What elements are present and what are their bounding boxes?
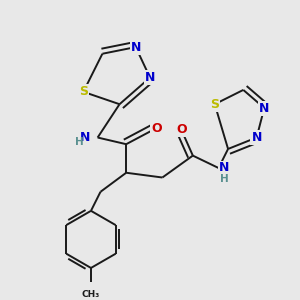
Text: O: O [152,122,162,134]
Text: O: O [176,123,187,136]
Text: N: N [251,131,262,144]
Text: N: N [259,101,269,115]
Text: CH₃: CH₃ [82,290,100,299]
Text: H: H [75,137,83,147]
Text: S: S [79,85,88,98]
Text: S: S [210,98,219,111]
Text: H: H [220,174,229,184]
Text: N: N [145,71,155,84]
Text: N: N [218,161,229,175]
Text: N: N [130,40,141,54]
Text: N: N [80,131,91,144]
